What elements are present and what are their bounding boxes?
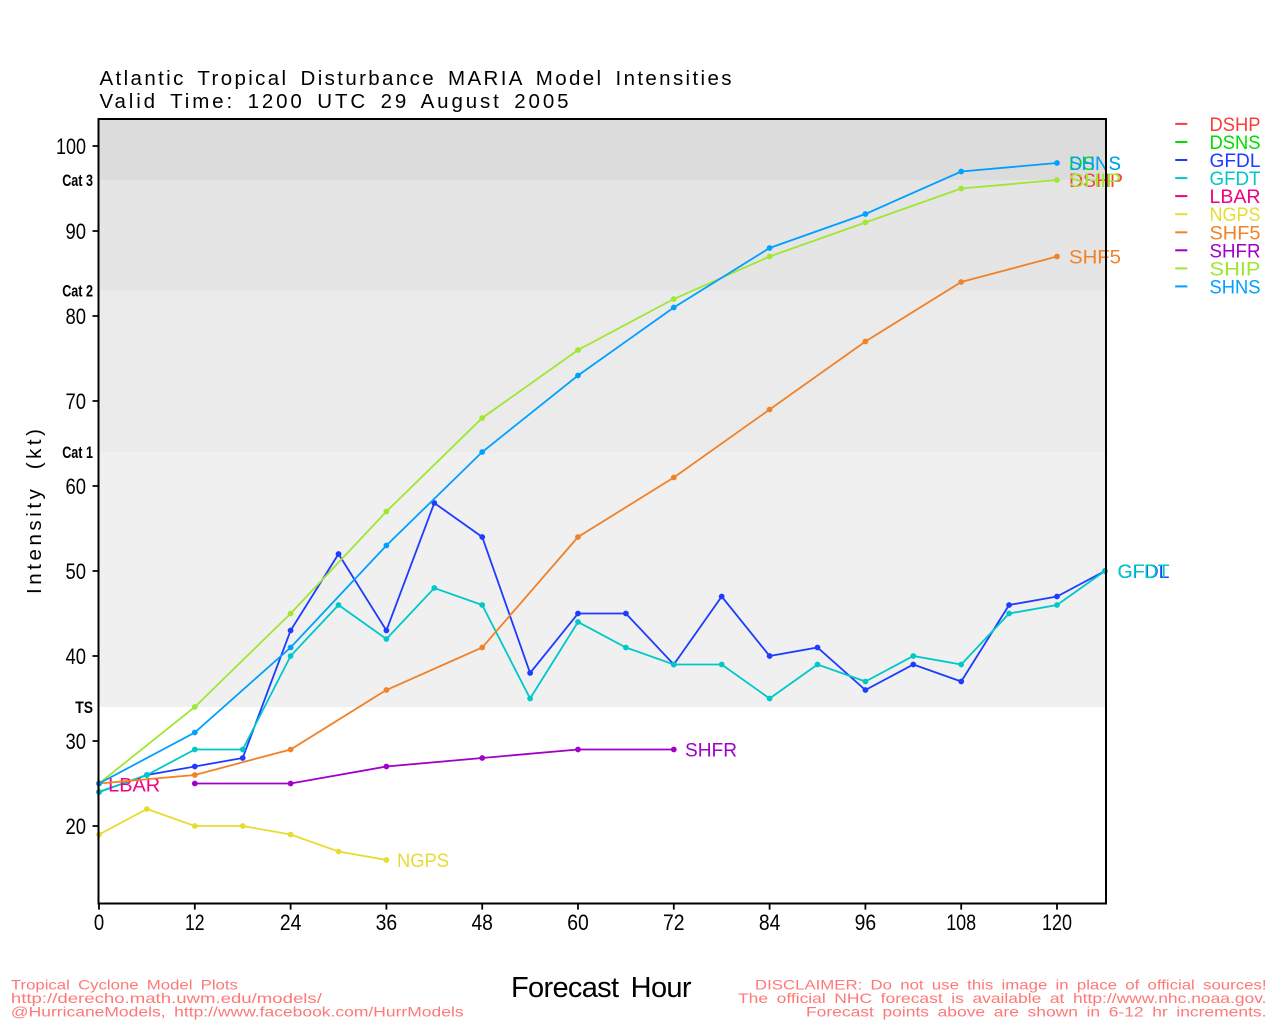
- svg-text:DSNS: DSNS: [1069, 153, 1121, 175]
- svg-text:Cat 2: Cat 2: [62, 282, 93, 301]
- svg-text:SHFR: SHFR: [685, 740, 737, 762]
- svg-text:@HurricaneModels, http://www.f: @HurricaneModels, http://www.facebook.co…: [11, 1004, 464, 1020]
- svg-text:108: 108: [946, 910, 976, 935]
- svg-text:50: 50: [66, 559, 87, 584]
- svg-text:72: 72: [663, 910, 685, 935]
- svg-text:GFDT: GFDT: [1210, 168, 1261, 190]
- svg-text:48: 48: [471, 910, 493, 935]
- svg-text:NGPS: NGPS: [1210, 204, 1261, 226]
- svg-text:DSHP: DSHP: [1069, 170, 1123, 192]
- svg-text:SHNS: SHNS: [1210, 276, 1261, 298]
- svg-text:SHIP: SHIP: [1210, 258, 1261, 280]
- svg-text:Cat 3: Cat 3: [62, 171, 93, 190]
- svg-text:36: 36: [376, 910, 398, 935]
- svg-text:SHF5: SHF5: [1069, 247, 1121, 269]
- svg-text:96: 96: [855, 910, 877, 935]
- svg-text:GFDL: GFDL: [1210, 150, 1261, 172]
- svg-text:60: 60: [567, 910, 589, 935]
- svg-text:GFDT: GFDT: [1118, 561, 1170, 583]
- svg-text:30: 30: [66, 729, 87, 754]
- svg-text:DISCLAIMER: Do not use this im: DISCLAIMER: Do not use this image in pla…: [755, 977, 1267, 993]
- svg-text:SHNS: SHNS: [1069, 153, 1121, 175]
- svg-text:20: 20: [66, 814, 87, 839]
- svg-text:80: 80: [66, 304, 87, 329]
- svg-text:NGPS: NGPS: [397, 850, 449, 872]
- svg-text:Forecast Hour: Forecast Hour: [511, 972, 693, 1004]
- svg-text:120: 120: [1042, 910, 1072, 935]
- svg-text:Atlantic Tropical Disturbance: Atlantic Tropical Disturbance MARIA Mode…: [100, 67, 733, 90]
- svg-text:Tropical Cyclone Model Plots: Tropical Cyclone Model Plots: [11, 977, 238, 993]
- svg-text:40: 40: [66, 644, 87, 669]
- svg-text:DSNS: DSNS: [1210, 132, 1261, 154]
- svg-text:LBAR: LBAR: [108, 774, 160, 796]
- svg-text:Cat 1: Cat 1: [62, 443, 93, 462]
- svg-text:TS: TS: [75, 698, 93, 717]
- svg-text:LBAR: LBAR: [1210, 186, 1261, 208]
- svg-text:Valid Time: 1200 UTC 29 August: Valid Time: 1200 UTC 29 August 2005: [100, 90, 570, 113]
- svg-text:60: 60: [66, 474, 87, 499]
- svg-text:100: 100: [56, 134, 86, 159]
- svg-text:http://derecho.math.uwm.edu/mo: http://derecho.math.uwm.edu/models/: [11, 990, 322, 1006]
- svg-text:SHF5: SHF5: [1210, 222, 1261, 244]
- svg-text:0: 0: [94, 910, 104, 935]
- svg-text:The official NHC forecast is a: The official NHC forecast is available a…: [738, 990, 1267, 1006]
- svg-text:12: 12: [185, 910, 205, 935]
- svg-text:DSHP: DSHP: [1210, 114, 1261, 136]
- svg-text:Forecast points above are show: Forecast points above are shown in 6-12 …: [806, 1004, 1267, 1020]
- svg-text:Intensity (kt): Intensity (kt): [23, 428, 46, 594]
- svg-text:GFDL: GFDL: [1118, 561, 1170, 583]
- svg-text:70: 70: [66, 389, 87, 414]
- svg-text:SHIP: SHIP: [1069, 170, 1121, 192]
- svg-text:90: 90: [66, 219, 87, 244]
- svg-text:24: 24: [280, 910, 302, 935]
- svg-text:SHFR: SHFR: [1210, 240, 1261, 262]
- svg-text:84: 84: [759, 910, 781, 935]
